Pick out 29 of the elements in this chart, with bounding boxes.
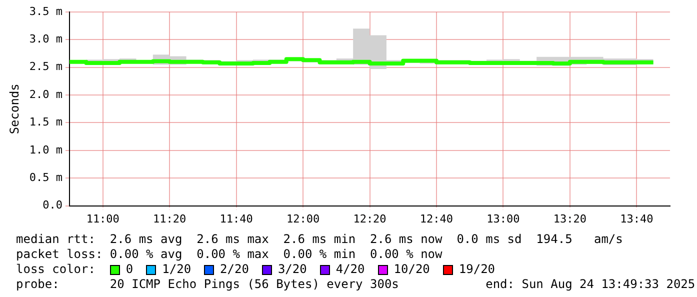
x-tick-label: 13:20 [553, 212, 586, 226]
y-tick-label: 3.0 m [29, 32, 63, 46]
legend-label: 3/20 [278, 262, 307, 277]
x-tick-label: 13:00 [486, 212, 520, 226]
legend-label: 19/20 [458, 262, 496, 277]
x-tick-label: 12:40 [420, 212, 454, 226]
x-tick-label: 11:40 [220, 212, 253, 226]
text: packet loss: 0.00 % avg 0.00 % max 0.00 % min 0.00 % now [16, 247, 444, 262]
y-tick-label: 1.5 m [29, 116, 63, 129]
x-tick-label: 11:20 [153, 212, 186, 226]
legend-label: 0 [126, 262, 134, 277]
y-axis-title: Seconds [7, 84, 22, 134]
legend-title: loss color: [16, 262, 96, 277]
y-tick-label: 2.5 m [29, 60, 63, 74]
legend-label: 2/20 [220, 262, 249, 277]
y-tick-label: 2.0 m [29, 88, 63, 101]
legend-label: 10/20 [394, 262, 430, 277]
x-tick-label: 13:40 [620, 212, 654, 226]
x-tick-label: 11:00 [86, 212, 120, 226]
legend-label: 4/20 [336, 262, 365, 277]
text: probe: 20 ICMP Echo Pings (56 Bytes) every 300s end: Sun Aug 24 13:49:33 2025 [16, 277, 696, 292]
x-tick-label: 12:00 [286, 212, 320, 226]
text: median rtt: 2.6 ms avg 2.6 ms max 2.6 ms min 2.6 ms now 0.0 ms sd 194.5 am/s [16, 232, 624, 247]
y-tick-label: 0.5 m [29, 170, 63, 184]
y-tick-label: 1.0 m [29, 143, 63, 156]
y-tick-label: 0.0 [42, 198, 63, 212]
y-tick-label: 3.5 m [29, 4, 63, 18]
x-tick-label: 12:20 [353, 212, 386, 226]
legend-label: 1/20 [162, 262, 192, 277]
